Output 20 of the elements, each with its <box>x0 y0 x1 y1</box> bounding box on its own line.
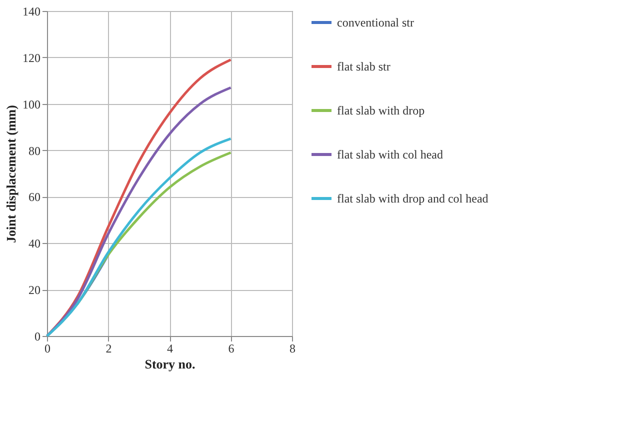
x-axis-title: Story no. <box>144 356 196 372</box>
y-axis-title: Joint displacement (mm) <box>4 105 18 243</box>
legend-label: flat slab with col head <box>337 148 443 162</box>
y-tick-label: 0 <box>34 330 40 344</box>
x-tick-label: 6 <box>228 342 234 356</box>
x-tick-label: 0 <box>44 342 50 356</box>
y-tick-label: 20 <box>28 283 40 298</box>
y-tick-label: 120 <box>22 50 40 65</box>
legend-label: flat slab str <box>337 60 390 74</box>
x-tick-label: 4 <box>167 342 173 356</box>
x-tick-label: 2 <box>106 342 112 356</box>
y-tick-label: 60 <box>28 190 40 204</box>
y-tick-label: 40 <box>28 236 40 251</box>
y-tick-label: 80 <box>28 144 40 158</box>
y-tick-label: 100 <box>22 97 40 112</box>
legend-label: flat slab with drop <box>337 104 425 118</box>
legend-label: flat slab with drop and col head <box>337 192 488 206</box>
x-tick-label: 8 <box>290 342 296 356</box>
y-tick-label: 140 <box>22 4 40 18</box>
legend-label: conventional str <box>337 16 414 30</box>
